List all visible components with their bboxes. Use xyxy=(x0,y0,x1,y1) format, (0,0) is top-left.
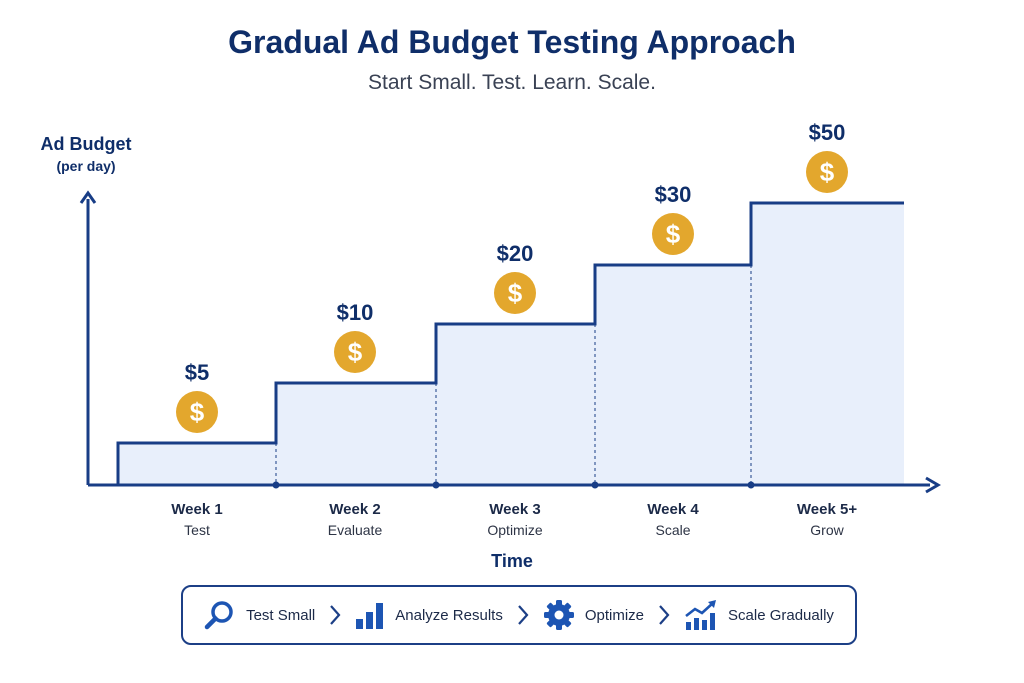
process-step-label: Scale Gradually xyxy=(728,606,834,624)
x-tick-label: Week 2 xyxy=(329,501,380,518)
process-step-label: Test Small xyxy=(246,606,316,624)
bar-chart-icon xyxy=(356,603,384,629)
process-step-label: Analyze Results xyxy=(395,606,503,624)
step-area xyxy=(118,443,276,485)
process-step-optimize: Optimize xyxy=(543,599,644,631)
process-step-scale-gradually: Scale Gradually xyxy=(684,599,834,631)
x-tick-sublabel: Scale xyxy=(655,522,690,538)
step-area xyxy=(276,383,436,485)
x-tick-sublabel: Optimize xyxy=(487,522,542,538)
x-tick-label: Week 1 xyxy=(171,501,222,518)
x-tick-label: Week 4 xyxy=(647,501,699,518)
process-step-test-small: Test Small xyxy=(204,599,315,631)
value-label: $50 xyxy=(809,120,846,145)
gear-icon xyxy=(543,600,574,630)
x-axis-tick xyxy=(272,481,280,489)
chart-subtitle: Start Small. Test. Learn. Scale. xyxy=(368,71,656,94)
coin-symbol: $ xyxy=(666,219,681,249)
step-area xyxy=(436,324,595,485)
x-tick-sublabel: Evaluate xyxy=(328,522,383,538)
coin-symbol: $ xyxy=(820,157,835,187)
x-tick-sublabel: Grow xyxy=(810,522,844,538)
x-tick-sublabel: Test xyxy=(184,522,210,538)
process-step-analyze-results: Analyze Results xyxy=(355,600,503,630)
x-tick-label: Week 5+ xyxy=(797,501,857,518)
magnifier-icon xyxy=(204,601,233,630)
step-area xyxy=(595,265,751,485)
x-axis-tick xyxy=(591,481,599,489)
chevron-right-icon xyxy=(330,605,341,625)
coin-symbol: $ xyxy=(508,278,523,308)
coin-icon xyxy=(334,331,376,373)
y-axis-label: Ad Budget xyxy=(40,134,132,154)
process-step-label: Optimize xyxy=(584,606,645,624)
coin-icon xyxy=(176,391,218,433)
process-steps-bar: Test Small Analyze Results Optimize xyxy=(181,585,857,645)
chevron-right-icon xyxy=(518,605,529,625)
value-label: $5 xyxy=(185,360,209,385)
chart-title: Gradual Ad Budget Testing Approach xyxy=(228,24,796,60)
y-axis-arrow xyxy=(79,190,97,204)
step-area xyxy=(751,203,904,485)
coin-icon xyxy=(652,213,694,255)
value-label: $20 xyxy=(497,241,534,266)
coin-icon xyxy=(806,151,848,193)
value-label: $10 xyxy=(337,300,374,325)
growth-chart-icon xyxy=(685,600,717,630)
x-axis-tick xyxy=(432,481,440,489)
value-label: $30 xyxy=(655,182,692,207)
y-axis-unit: (per day) xyxy=(56,158,116,174)
x-axis-arrow xyxy=(925,476,941,494)
coin-icon xyxy=(494,272,536,314)
series-line xyxy=(116,201,904,485)
x-axis-tick xyxy=(747,481,755,489)
x-axis-label: Time xyxy=(491,551,533,571)
coin-symbol: $ xyxy=(348,337,363,367)
chevron-right-icon xyxy=(659,605,670,625)
coin-symbol: $ xyxy=(190,397,205,427)
x-tick-label: Week 3 xyxy=(489,501,540,518)
